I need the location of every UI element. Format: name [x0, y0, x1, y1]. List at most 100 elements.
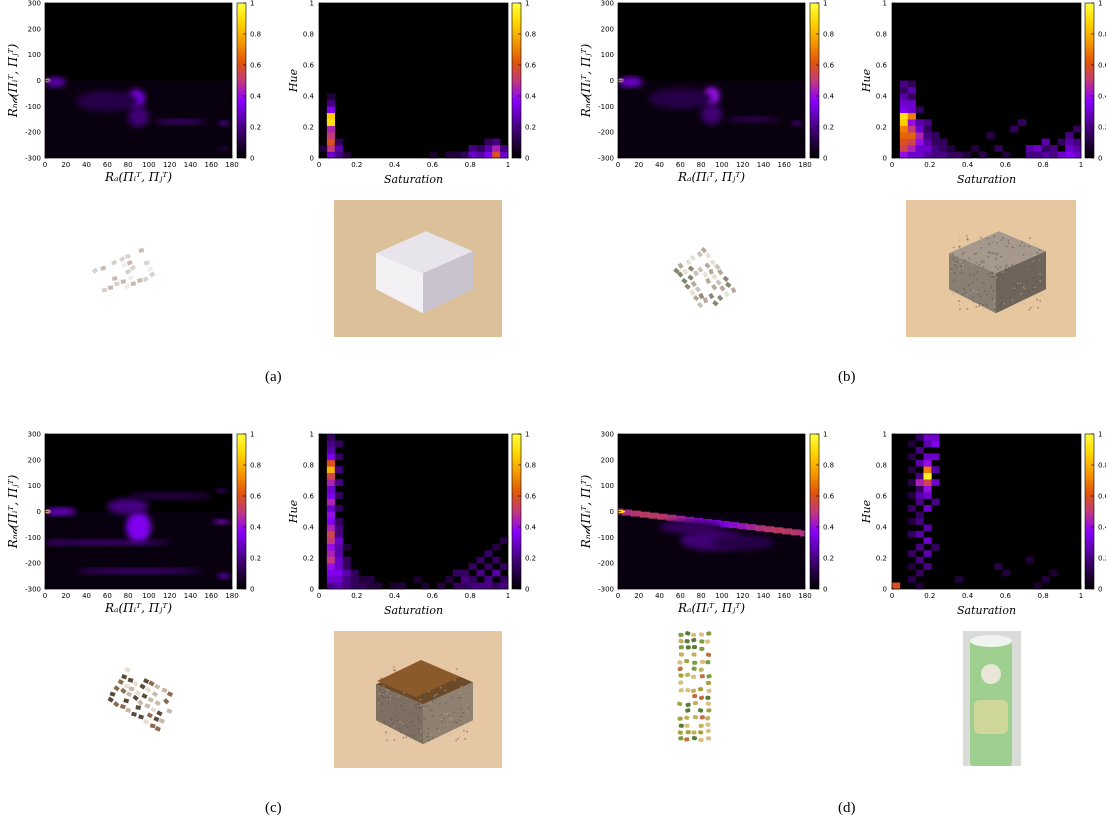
- surface-patch: [730, 287, 737, 294]
- texture-speck: [1022, 286, 1025, 289]
- histogram-cell: [947, 151, 956, 159]
- texture-speck: [952, 258, 955, 260]
- histogram-cell: [939, 151, 948, 159]
- density-blob: [128, 106, 149, 127]
- histogram-cell: [915, 498, 924, 506]
- texture-speck: [962, 268, 964, 270]
- x-tick-label: 140: [184, 161, 197, 169]
- texture-speck: [1023, 287, 1026, 290]
- surface-patch: [685, 672, 691, 678]
- density-blob: [711, 534, 774, 551]
- histogram-cell: [500, 576, 509, 583]
- surface-patch: [684, 658, 690, 664]
- surface-patch: [711, 273, 718, 280]
- histogram-cell: [492, 569, 501, 577]
- x-tick-label: 180: [225, 592, 238, 600]
- surface-patch: [673, 267, 680, 274]
- surface-patch: [698, 737, 704, 743]
- histogram-cell: [915, 151, 924, 159]
- texture-speck: [990, 284, 993, 287]
- surface-patch: [693, 270, 699, 277]
- texture-speck: [954, 264, 956, 266]
- density-blob: [76, 568, 201, 574]
- x-tick-label: 80: [697, 592, 706, 600]
- histogram-cell: [1018, 119, 1027, 127]
- surface-patch: [698, 723, 704, 728]
- texture-speck: [456, 721, 458, 724]
- texture-speck: [460, 673, 463, 676]
- texture-speck: [424, 699, 426, 701]
- scene-b: [673, 200, 1076, 337]
- surface-patch: [677, 666, 683, 672]
- surface-patch: [151, 691, 159, 698]
- texture-speck: [958, 236, 961, 239]
- density-blob: [76, 90, 139, 112]
- geometry-histogram-c: 0 20 40 60 80 100 120 140 160 180 300 200 100 0 -100 -2…: [6, 431, 262, 616]
- y-tick-label: 200: [601, 456, 614, 464]
- histogram-cell: [1049, 151, 1058, 159]
- surface-patch: [699, 646, 705, 651]
- colorbar-tick-label: 0.6: [1098, 62, 1106, 70]
- texture-speck: [966, 238, 969, 240]
- histogram-cell: [334, 151, 343, 159]
- colorbar-tick-label: 0: [823, 586, 827, 594]
- surface-patch: [678, 638, 684, 644]
- histogram-cell: [452, 582, 462, 590]
- texture-speck: [992, 299, 994, 301]
- texture-speck: [460, 685, 462, 688]
- histogram-cell: [1033, 145, 1042, 152]
- x-axis-label: Saturation: [384, 604, 443, 617]
- histogram-cell: [334, 138, 343, 146]
- colorbar-tick-label: 0: [525, 155, 529, 163]
- texture-speck: [993, 235, 995, 238]
- surface-patch: [706, 688, 712, 694]
- x-tick-label: 100: [715, 592, 728, 600]
- surface-patch: [698, 667, 704, 672]
- texture-speck: [1012, 246, 1015, 249]
- texture-speck: [378, 699, 380, 702]
- histogram-cell: [931, 479, 940, 486]
- histogram-cell: [1073, 125, 1082, 133]
- surface-patch: [716, 294, 724, 302]
- texture-speck: [406, 726, 409, 729]
- histogram-cell: [326, 446, 336, 454]
- surface-patch: [113, 685, 120, 692]
- y-tick-label: 100: [28, 482, 41, 490]
- texture-speck: [405, 694, 408, 697]
- histogram-cell: [1073, 138, 1082, 146]
- texture-speck: [985, 303, 988, 305]
- colorbar-tick-label: 0.8: [250, 31, 261, 39]
- band-segment: [755, 525, 766, 532]
- texture-speck: [418, 703, 421, 706]
- texture-speck: [382, 696, 384, 699]
- histogram-cell: [326, 99, 336, 107]
- plot-frame: [891, 2, 1082, 159]
- histogram-cell: [492, 582, 501, 590]
- texture-speck: [959, 257, 961, 260]
- surface-patch: [98, 281, 105, 288]
- histogram-cell: [326, 537, 336, 545]
- texture-speck: [1001, 308, 1003, 310]
- texture-speck: [959, 268, 961, 270]
- texture-speck: [1034, 286, 1036, 288]
- texture-speck: [466, 730, 468, 733]
- plot-frame: [318, 433, 509, 590]
- histogram-cell: [899, 93, 909, 101]
- texture-speck: [429, 702, 432, 704]
- y-tick-label: 1: [310, 431, 314, 439]
- y-tick-label: 1: [883, 0, 887, 8]
- density-layer: [618, 76, 805, 158]
- texture-speck: [1020, 240, 1023, 242]
- surface-patch: [124, 666, 131, 673]
- x-tick-label: 0.8: [465, 592, 476, 600]
- texture-speck: [420, 704, 422, 706]
- band-segment: [782, 528, 793, 535]
- histogram-cell: [460, 151, 469, 159]
- can-lid: [970, 635, 1012, 647]
- y-tick-label: 0: [883, 155, 887, 163]
- texture-speck: [980, 247, 983, 249]
- texture-speck: [394, 714, 397, 717]
- texture-speck: [459, 736, 462, 738]
- texture-speck: [433, 695, 435, 697]
- histogram-cell: [429, 151, 438, 159]
